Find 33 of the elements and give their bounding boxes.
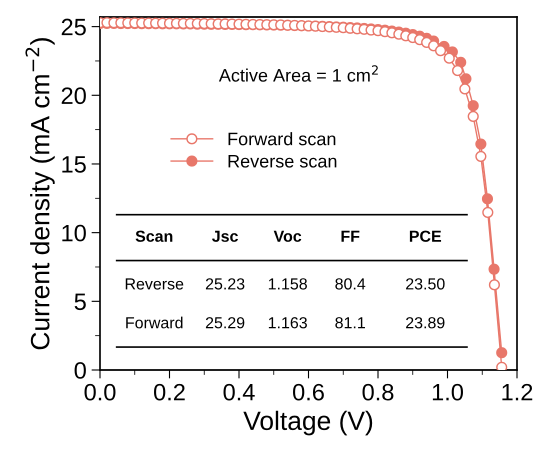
annotation: Voc (274, 230, 302, 242)
annotation: Forward (126, 316, 182, 328)
x-tick-label: 0.6 (293, 384, 324, 401)
x-tick-label: 0.8 (362, 384, 394, 401)
annotation: 23.50 (406, 278, 445, 290)
y-tick-label: 15 (62, 156, 86, 173)
legend-label: Forward scan (228, 132, 336, 146)
annotation: Active Area = 1 cm$^{2}$ (218, 65, 378, 82)
y-tick-label: 0 (74, 362, 86, 379)
annotation: 80.4 (335, 278, 366, 290)
annotation: Reverse (126, 278, 184, 290)
annotation: 1.158 (268, 278, 307, 290)
y-tick-label: 25 (62, 18, 86, 36)
annotation: 1.163 (268, 317, 307, 328)
annotation: 25.23 (206, 278, 244, 290)
annotation: 81.1 (335, 317, 365, 328)
annotation: 23.89 (406, 317, 444, 328)
x-tick-label: 0.4 (224, 384, 255, 401)
y-tick-label: 10 (62, 224, 86, 242)
annotation: Scan (136, 230, 172, 242)
x-tick-label: 0.2 (154, 384, 185, 401)
annotation: PCE (410, 230, 442, 242)
annotation: Jsc (212, 230, 238, 242)
y-axis-title: Current density (mA cm$^{−2}$) (25, 38, 55, 350)
y-tick-label: 5 (74, 294, 86, 310)
annotation: FF (342, 230, 360, 242)
legend-label: Reverse scan (228, 155, 336, 168)
y-tick-label: 20 (62, 87, 86, 104)
x-tick-label: 1.2 (502, 384, 532, 400)
x-tick-label: 1.0 (432, 384, 463, 401)
annotation: 25.29 (206, 317, 244, 328)
x-axis-title: Voltage (V) (243, 410, 372, 436)
x-tick-label: 0.0 (84, 384, 116, 401)
